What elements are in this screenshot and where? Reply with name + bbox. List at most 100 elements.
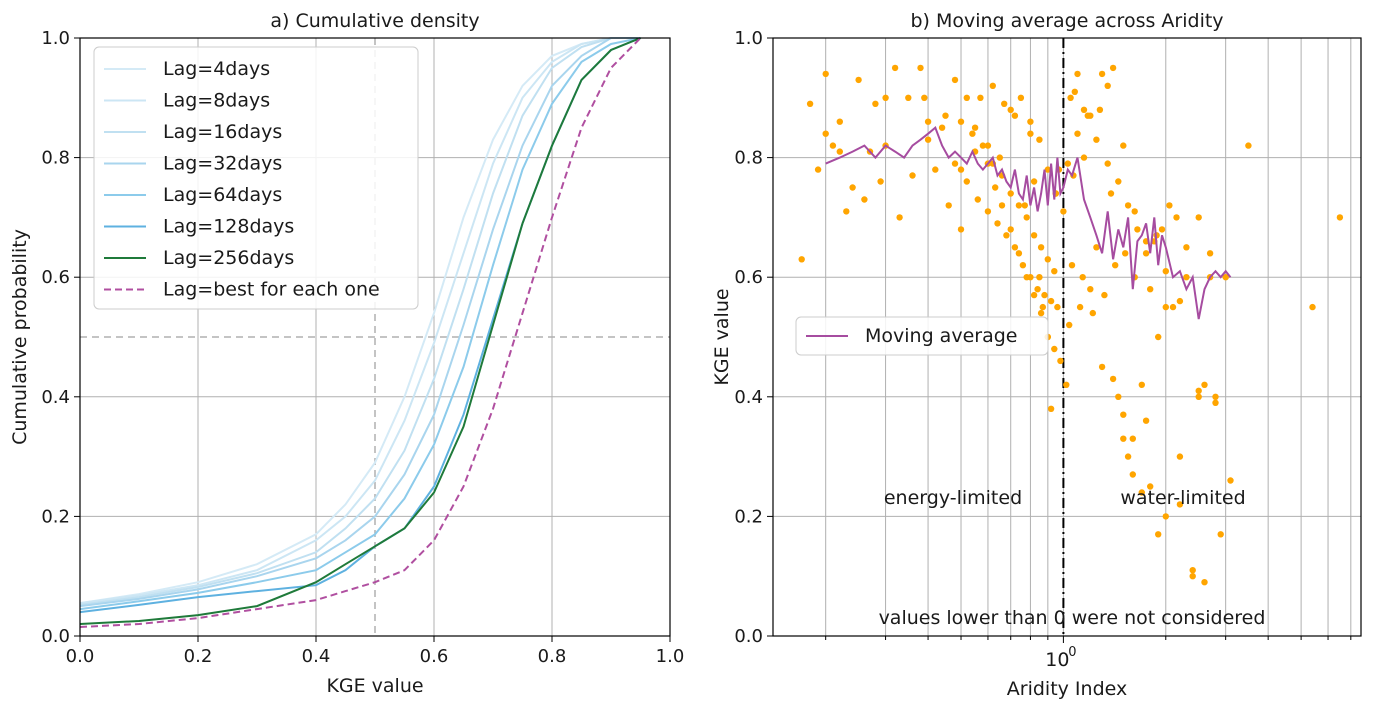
- scatter-point: [917, 64, 924, 72]
- scatter-point: [994, 220, 1001, 227]
- series-line-lag-32days: [79, 37, 641, 608]
- scatter-point: [945, 202, 952, 209]
- scatter-point: [1112, 262, 1119, 269]
- scatter-point: [1011, 244, 1019, 251]
- scatter-point: [1176, 297, 1184, 305]
- scatter-point: [1155, 531, 1162, 538]
- panel-b-y-label: KGE value: [711, 288, 733, 385]
- scatter-point: [938, 124, 946, 131]
- scatter-point: [1037, 244, 1045, 251]
- scatter-point: [836, 148, 843, 155]
- panel-a-x-tick-label: 0.2: [184, 646, 213, 667]
- scatter-point: [849, 184, 856, 191]
- panel-b-y-tick-label: 0.2: [734, 506, 763, 527]
- scatter-point: [921, 94, 928, 102]
- panel-a-y-tick-label: 0.0: [41, 626, 70, 647]
- scatter-point: [942, 112, 949, 119]
- panel-b-moving-average: b) Moving average across Aridity 100 0.0…: [711, 10, 1362, 700]
- panel-a-x-tick-label: 0.8: [538, 646, 567, 667]
- scatter-point: [1217, 531, 1224, 538]
- scatter-point: [1176, 501, 1184, 508]
- scatter-point: [1017, 94, 1025, 102]
- scatter-point: [1047, 405, 1055, 412]
- scatter-point: [1227, 477, 1234, 484]
- scatter-point: [1129, 471, 1137, 478]
- scatter-point: [1066, 321, 1073, 329]
- panel-b-x-tick-label-base: 10: [1045, 649, 1069, 671]
- scatter-point: [977, 94, 984, 102]
- scatter-point: [1206, 250, 1214, 257]
- scatter-point: [963, 94, 970, 102]
- scatter-point: [1104, 160, 1111, 167]
- scatter-point: [1166, 202, 1173, 209]
- scatter-point: [891, 64, 899, 72]
- scatter-point: [1051, 268, 1058, 275]
- scatter-point: [963, 178, 970, 185]
- scatter-point: [798, 256, 805, 263]
- scatter-point: [882, 94, 889, 102]
- panel-b-frame: [772, 37, 1362, 637]
- scatter-point: [1044, 256, 1052, 263]
- scatter-point: [1068, 262, 1076, 269]
- scatter-point: [836, 118, 843, 125]
- scatter-point: [1131, 208, 1138, 215]
- scatter-point: [1074, 130, 1081, 137]
- panel-b-y-tick-label: 0.8: [734, 148, 763, 169]
- scatter-point: [1079, 274, 1086, 281]
- series-line-lag-4days: [79, 37, 641, 605]
- scatter-point: [1098, 363, 1106, 371]
- scatter-point: [1162, 268, 1170, 275]
- panel-a-x-tick-label: 0.4: [302, 646, 331, 667]
- scatter-point: [1074, 70, 1081, 78]
- scatter-point: [1124, 202, 1132, 209]
- scatter-point: [1201, 381, 1208, 388]
- scatter-point: [951, 160, 959, 167]
- scatter-point: [1044, 166, 1052, 173]
- scatter-point: [1138, 489, 1146, 496]
- scatter-point: [1173, 214, 1180, 221]
- scatter-point: [1101, 291, 1108, 299]
- scatter-point: [984, 208, 992, 215]
- scatter-point: [1039, 303, 1047, 311]
- scatter-point: [1041, 291, 1048, 299]
- panel-b-moving-average-line: [825, 126, 1232, 320]
- scatter-point: [1124, 453, 1132, 460]
- scatter-point: [1071, 88, 1079, 96]
- panel-a-x-tick-label: 0.0: [66, 646, 95, 667]
- scatter-point: [1183, 244, 1190, 251]
- scatter-point: [1142, 250, 1150, 257]
- scatter-point: [1201, 579, 1208, 586]
- scatter-point: [932, 166, 939, 173]
- annotation-energy-limited: energy-limited: [884, 487, 1022, 509]
- scatter-point: [822, 130, 829, 137]
- scatter-point: [1047, 297, 1055, 305]
- panel-b-scatter-points: [798, 64, 1344, 586]
- scatter-point: [1007, 226, 1014, 233]
- scatter-point: [1036, 274, 1043, 281]
- scatter-point: [969, 130, 976, 137]
- scatter-point: [1309, 303, 1316, 311]
- legend-label-lag-256days: Lag=256days: [163, 247, 294, 269]
- scatter-point: [1336, 214, 1344, 221]
- scatter-point: [971, 124, 979, 131]
- scatter-point: [905, 94, 912, 102]
- panel-a-y-tick-label: 0.2: [41, 506, 70, 527]
- scatter-point: [992, 184, 999, 191]
- legend-label-lag-64days: Lag=64days: [163, 184, 282, 206]
- scatter-point: [924, 136, 932, 143]
- scatter-point: [957, 226, 965, 233]
- scatter-point: [1147, 483, 1154, 490]
- scatter-point: [909, 172, 916, 179]
- scatter-point: [1030, 178, 1038, 185]
- panel-b-y-ticks: 0.0 0.2 0.4 0.6 0.8 1.0: [734, 28, 773, 647]
- scatter-point: [1212, 399, 1219, 406]
- panel-a-x-tick-label: 0.6: [420, 646, 449, 667]
- scatter-point: [1109, 375, 1117, 383]
- legend-label-lag-best-for-each-one: Lag=best for each one: [163, 279, 380, 301]
- scatter-point: [1195, 393, 1202, 400]
- panel-b-y-tick-label: 0.6: [734, 267, 763, 288]
- panel-a-frame: [79, 37, 671, 637]
- legend-label-lag-32days: Lag=32days: [163, 153, 282, 175]
- scatter-point: [1007, 190, 1014, 197]
- scatter-point: [1222, 274, 1229, 281]
